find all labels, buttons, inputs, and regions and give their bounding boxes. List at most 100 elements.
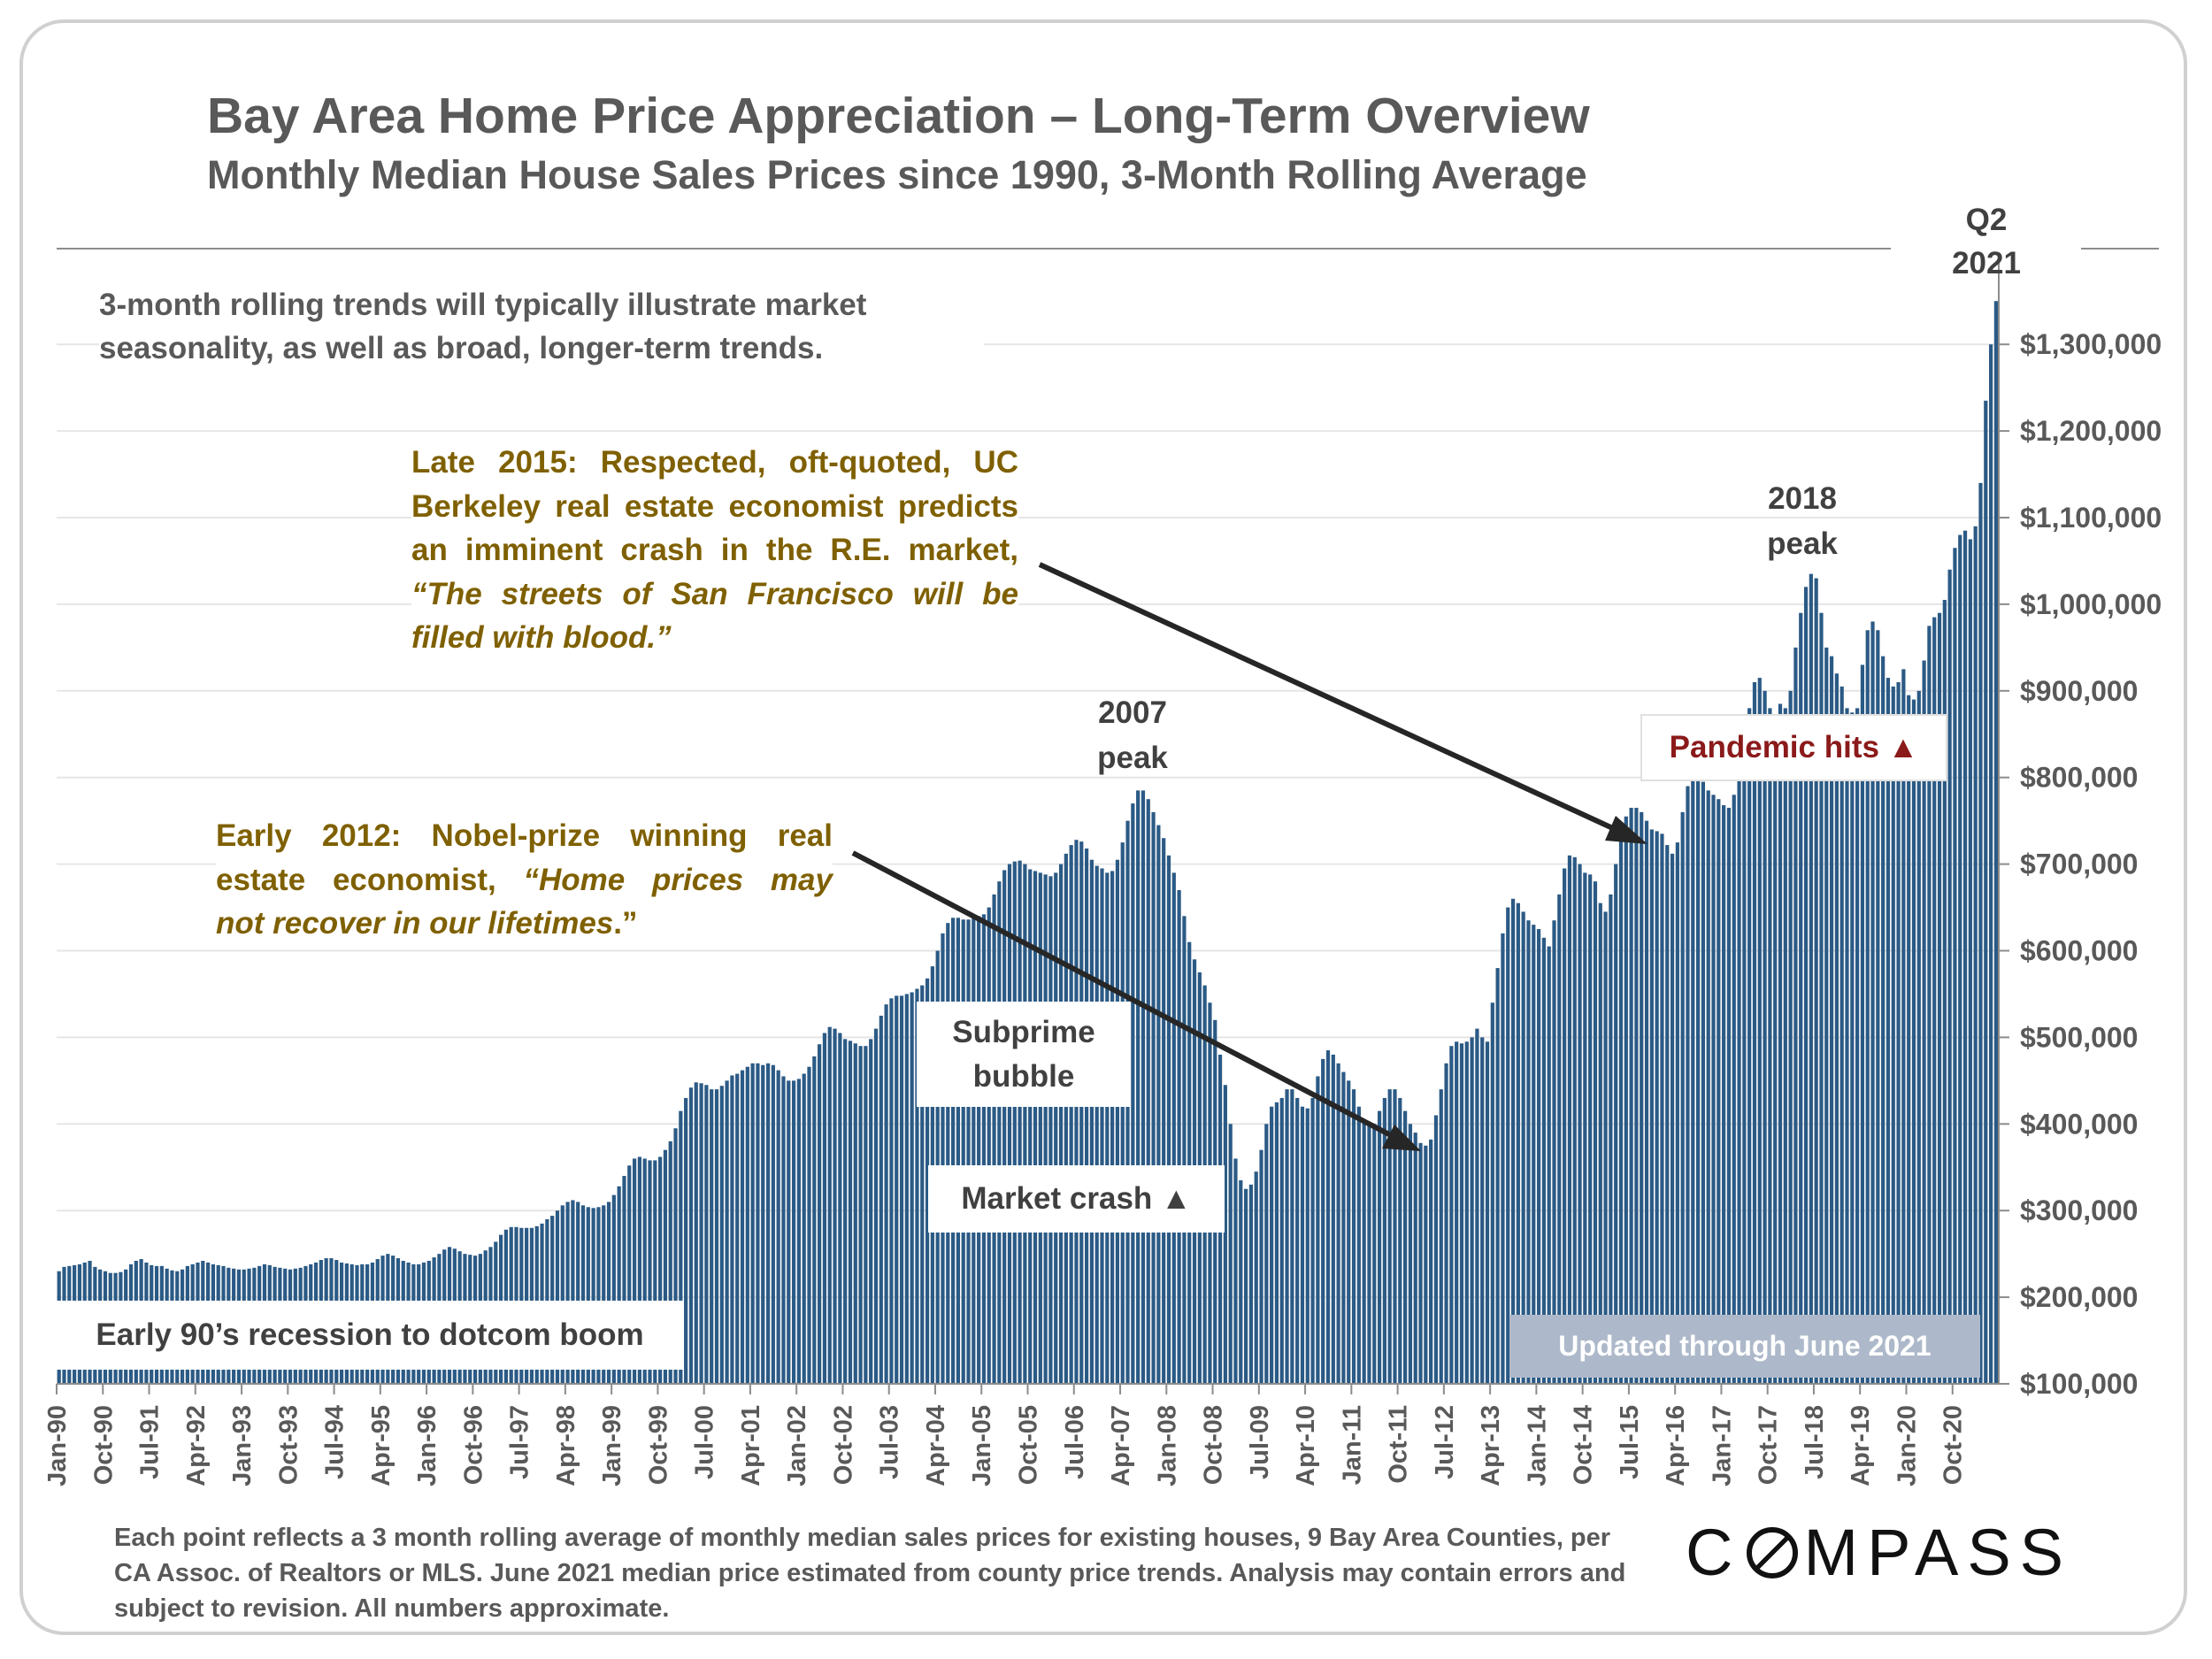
price-bar [1310, 1097, 1315, 1384]
price-bar [1079, 841, 1084, 1384]
price-bar [910, 992, 914, 1384]
price-bar [1541, 937, 1546, 1384]
price-bar [1726, 807, 1732, 1384]
subprime-bubble-label: Subprime bubble [917, 1002, 1131, 1107]
price-bar [1752, 682, 1757, 1384]
footer-note: Each point reflects a 3 month rolling av… [114, 1524, 1626, 1623]
price-bar [822, 1033, 827, 1384]
price-bar [1475, 1028, 1479, 1384]
price-bar [1891, 686, 1895, 1384]
y-tick-label: $500,000 [2020, 1021, 2138, 1053]
price-bar [1618, 838, 1624, 1384]
price-bar [1264, 1124, 1269, 1384]
price-bar [735, 1073, 740, 1384]
price-bar [1609, 894, 1613, 1384]
price-bar [1783, 708, 1787, 1384]
price-bar [997, 881, 1002, 1384]
price-bar [1896, 682, 1901, 1384]
latest-quarter: Q2 [1965, 203, 2008, 237]
chart-title: Bay Area Home Price Appreciation – Long-… [207, 88, 1590, 144]
x-tick-label: Jan-20 [1893, 1405, 1921, 1486]
price-bar [1886, 678, 1891, 1384]
price-bar [1722, 805, 1726, 1384]
price-bar [1413, 1133, 1417, 1384]
x-tick-label: Jul-00 [691, 1405, 719, 1479]
label-line: bubble [972, 1058, 1075, 1094]
price-bar [1742, 742, 1747, 1384]
y-tick-label: $1,300,000 [2020, 328, 2162, 360]
price-bar [1680, 811, 1685, 1384]
x-tick-label: Apr-10 [1292, 1405, 1320, 1486]
price-bar [1850, 712, 1855, 1384]
price-bar [848, 1041, 853, 1384]
price-bar [1695, 772, 1701, 1384]
price-bar [1321, 1058, 1325, 1384]
price-bar [1285, 1089, 1289, 1384]
peak-2018-label: 2018 peak [1732, 476, 1873, 566]
x-tick-label: Apr-01 [737, 1405, 765, 1486]
price-bar [987, 907, 991, 1384]
x-tick-label: Oct-14 [1570, 1405, 1598, 1485]
price-bar [1686, 786, 1690, 1384]
price-bar [571, 1200, 575, 1384]
peak-year: 2018 [1768, 481, 1837, 516]
price-bar [1084, 848, 1089, 1384]
price-bar [956, 918, 961, 1384]
price-bar [1162, 838, 1166, 1384]
price-bar [1094, 865, 1099, 1384]
price-bar [1552, 920, 1556, 1384]
price-bar [1706, 790, 1710, 1384]
price-bar [1958, 534, 1962, 1384]
y-tick-label: $1,200,000 [2020, 415, 2162, 447]
annotation-quote: not recover in our lifetimes [216, 906, 614, 941]
price-bar [1187, 941, 1192, 1384]
price-bar [1855, 708, 1860, 1384]
annotation-line: Berkeley real estate economist predicts [411, 488, 1018, 524]
price-bar [1881, 656, 1886, 1384]
price-bar [1248, 1184, 1254, 1384]
compass-logo: C MPASS [1686, 1516, 2073, 1589]
price-bar [941, 933, 945, 1384]
price-bar [1711, 795, 1716, 1384]
price-bar [580, 1205, 586, 1384]
price-bar [833, 1028, 837, 1384]
price-bar [827, 1026, 832, 1384]
price-bar [550, 1216, 555, 1384]
price-bar [1984, 400, 1988, 1385]
price-bar [1439, 1089, 1443, 1384]
price-bar [961, 919, 965, 1384]
x-tick-label: Apr-07 [1107, 1405, 1135, 1486]
x-tick-label: Oct-11 [1385, 1405, 1413, 1484]
peak-word: peak [1097, 741, 1168, 775]
x-tick-label: Oct-96 [459, 1405, 488, 1485]
price-bar [627, 1165, 632, 1384]
price-bar [1136, 790, 1141, 1384]
price-bar [1876, 630, 1880, 1384]
updated-label: Updated through June 2021 [1509, 1315, 1980, 1378]
price-bar [1510, 898, 1516, 1384]
x-tick-label: Jul-91 [136, 1405, 165, 1479]
price-bar [704, 1085, 709, 1384]
price-bar [802, 1073, 806, 1384]
price-bar [1603, 911, 1608, 1384]
price-bar [992, 894, 996, 1384]
price-bar [1023, 864, 1027, 1384]
latest-year: 2021 [1952, 246, 2021, 280]
price-bar [1470, 1037, 1474, 1384]
price-bar [1732, 795, 1736, 1384]
price-bar [1973, 526, 1978, 1384]
y-tick-label: $600,000 [2020, 935, 2138, 967]
price-bar [1824, 647, 1829, 1384]
price-bar [1372, 1124, 1377, 1384]
y-tick-label: $1,000,000 [2020, 588, 2162, 620]
price-bar [1634, 807, 1639, 1384]
price-bar [843, 1039, 848, 1384]
price-bar [1171, 872, 1176, 1384]
price-bar [730, 1075, 734, 1384]
x-tick-label: Jan-08 [1153, 1405, 1181, 1486]
x-tick-label: Jul-15 [1616, 1405, 1644, 1479]
price-bar [1459, 1043, 1464, 1384]
price-bar [658, 1156, 663, 1384]
price-bar [1074, 840, 1079, 1384]
price-bar [1480, 1037, 1485, 1384]
